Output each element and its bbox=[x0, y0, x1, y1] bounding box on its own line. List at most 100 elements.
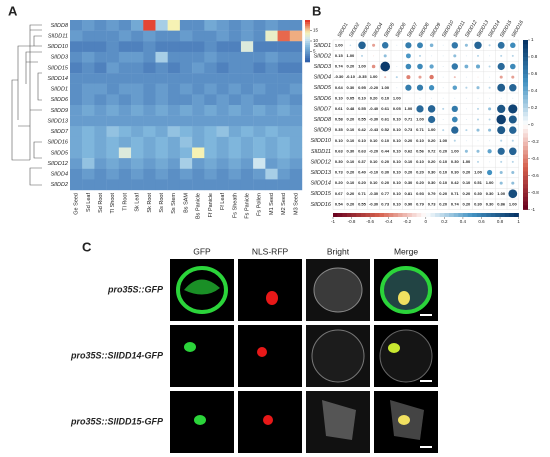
column-label: Sd Leaf bbox=[86, 193, 92, 212]
heatmap-cell bbox=[155, 105, 168, 116]
value-label: 0.20 bbox=[347, 201, 356, 206]
colorbar bbox=[523, 201, 528, 206]
value-label: 0.05 bbox=[393, 106, 402, 111]
heatmap-cell bbox=[289, 73, 303, 84]
heatmap-cell bbox=[94, 136, 107, 148]
heatmap-cell bbox=[70, 20, 83, 31]
heatmap-cell bbox=[70, 105, 83, 116]
heatmap-cell bbox=[82, 115, 95, 127]
heatmap-cell bbox=[179, 41, 193, 53]
heatmap-cell bbox=[155, 73, 168, 84]
colorbar bbox=[523, 90, 528, 96]
heatmap-cell bbox=[106, 73, 120, 84]
correlation-circle bbox=[427, 115, 436, 124]
heatmap-cell bbox=[155, 62, 168, 74]
value-label: 0.20 bbox=[428, 138, 437, 143]
value-label: 0.73 bbox=[405, 127, 414, 132]
value-label: 0.10 bbox=[393, 127, 402, 132]
value-label: 0.44 bbox=[381, 148, 390, 153]
correlation-circle bbox=[511, 139, 514, 142]
correlation-circle bbox=[510, 63, 516, 70]
colorbar bbox=[467, 213, 473, 217]
correlation-circle bbox=[489, 161, 491, 163]
row-label: pro35S::GFP bbox=[107, 284, 164, 294]
heatmap-cell bbox=[131, 41, 144, 53]
row-label: SlIDD15 bbox=[311, 191, 332, 197]
heatmap-cell bbox=[131, 73, 144, 84]
value-label: 0.42 bbox=[451, 180, 460, 185]
heatmap-cell bbox=[240, 105, 254, 116]
row-label: SlIDD2 bbox=[51, 182, 68, 188]
heatmap-cell bbox=[118, 20, 132, 31]
value-label: 0.20 bbox=[335, 180, 344, 185]
correlation-circle bbox=[509, 83, 517, 92]
heatmap-cell bbox=[118, 94, 132, 106]
heatmap-cell bbox=[155, 179, 168, 191]
heatmap-cell bbox=[216, 62, 229, 74]
row-label: SlIDD4 bbox=[51, 172, 68, 178]
colorbar bbox=[439, 213, 445, 217]
correlation-circle bbox=[509, 126, 517, 134]
heatmap-cell bbox=[70, 115, 83, 127]
heatmap-cell bbox=[167, 51, 181, 63]
value-label: 0.79 bbox=[428, 191, 437, 196]
row-label: SlIDD13 bbox=[311, 170, 332, 176]
value-label: 1.00 bbox=[347, 53, 356, 58]
heatmap-cell bbox=[204, 179, 217, 191]
heatmap-cell bbox=[179, 20, 193, 31]
heatmap-cell bbox=[253, 83, 266, 95]
heatmap-cell bbox=[265, 158, 278, 169]
value-label: 1.00 bbox=[486, 180, 495, 185]
colorbar bbox=[513, 213, 519, 217]
colorbar bbox=[523, 154, 528, 160]
heatmap-cell bbox=[106, 147, 120, 159]
value-label: 0.20 bbox=[439, 201, 448, 206]
heatmap-cell bbox=[82, 147, 95, 159]
colorbar bbox=[523, 61, 528, 66]
correlation-circle bbox=[405, 63, 412, 70]
heatmap-cell bbox=[204, 51, 217, 63]
value-label: 0.61 bbox=[381, 117, 390, 122]
heatmap-cell bbox=[143, 30, 156, 42]
row-label: SlIDD10 bbox=[48, 44, 69, 50]
column-label: Ff Panicle bbox=[208, 193, 214, 217]
correlation-circle bbox=[488, 44, 491, 47]
gfp-signal bbox=[184, 279, 220, 295]
heatmap-cell bbox=[70, 73, 83, 84]
colorbar bbox=[523, 107, 528, 113]
heatmap-cell bbox=[70, 179, 83, 191]
heatmap-cell bbox=[70, 94, 83, 106]
rfp-signal bbox=[257, 347, 267, 357]
correlation-circle bbox=[442, 44, 444, 46]
colorbar bbox=[523, 69, 528, 75]
correlation-circle bbox=[496, 114, 506, 125]
heatmap-cell bbox=[228, 136, 242, 148]
colorbar-label: -0.8 bbox=[531, 190, 539, 195]
column-label: Fs Sheath bbox=[232, 193, 238, 218]
heatmap-cell bbox=[277, 136, 290, 148]
colorbar bbox=[305, 32, 310, 35]
heatmap-cell bbox=[277, 41, 290, 53]
colorbar-label: -0.6 bbox=[366, 219, 374, 224]
colorbar bbox=[351, 213, 357, 217]
correlation-circle bbox=[465, 140, 467, 142]
colorbar bbox=[305, 26, 310, 29]
heatmap-cell bbox=[216, 168, 229, 180]
heatmap-cell bbox=[106, 158, 120, 169]
heatmap-cell bbox=[240, 94, 254, 106]
heatmap-cell bbox=[94, 126, 107, 138]
heatmap-cell bbox=[253, 158, 266, 169]
heatmap-cell bbox=[253, 126, 266, 138]
heatmap-cell bbox=[70, 51, 83, 63]
correlation-circle bbox=[512, 97, 514, 99]
heatmap-cell bbox=[82, 168, 95, 180]
correlation-circle bbox=[451, 105, 458, 113]
heatmap-cell bbox=[70, 30, 83, 42]
value-label: 1.00 bbox=[335, 42, 344, 47]
correlation-circle bbox=[373, 55, 375, 57]
heatmap-cell bbox=[204, 20, 217, 31]
heatmap-cell bbox=[131, 126, 144, 138]
colorbar-label: 0.8 bbox=[531, 54, 538, 59]
heatmap-cell bbox=[118, 83, 132, 95]
heatmap-cell bbox=[143, 51, 156, 63]
